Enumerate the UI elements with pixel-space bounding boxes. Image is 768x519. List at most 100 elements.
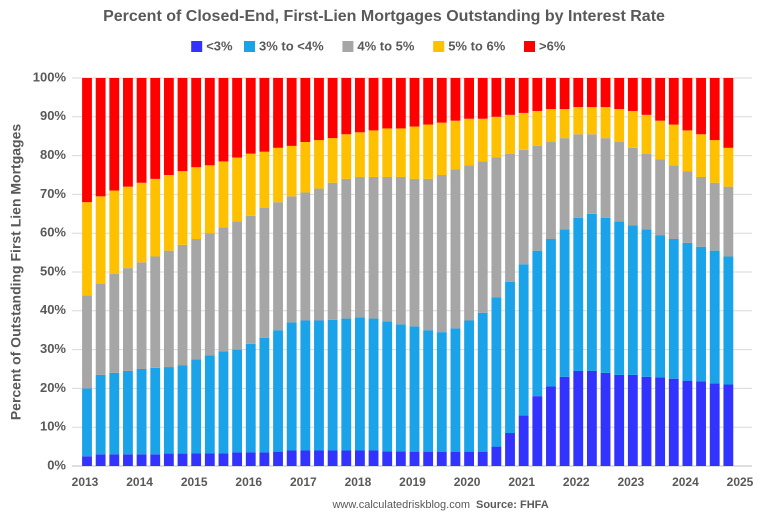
bar-segment xyxy=(668,78,679,125)
legend-swatch xyxy=(244,41,255,52)
bar-segment xyxy=(668,165,679,240)
bar-segment xyxy=(464,78,474,119)
bar-segment xyxy=(259,207,270,338)
bar-segment xyxy=(464,451,474,466)
bar-segment xyxy=(259,337,270,453)
bar-segment xyxy=(232,349,243,453)
bar-segment xyxy=(518,264,529,416)
bar-segment xyxy=(573,78,584,108)
bar-segment xyxy=(627,78,638,111)
legend-label: 5% to 6% xyxy=(448,38,506,53)
bar-segment xyxy=(491,78,502,117)
bar-segment xyxy=(723,384,734,466)
bar-segment xyxy=(641,78,652,115)
bar-segment xyxy=(327,138,338,183)
bar-segment xyxy=(436,332,447,452)
bar-segment xyxy=(191,359,202,454)
chart-title: Percent of Closed-End, First-Lien Mortga… xyxy=(103,8,665,25)
bar-segment xyxy=(423,178,434,331)
bar-segment xyxy=(259,452,270,466)
bar-segment xyxy=(259,78,270,152)
bar-segment xyxy=(559,376,570,466)
bar-segment xyxy=(627,225,638,375)
bar-segment xyxy=(682,242,693,381)
bar-segment xyxy=(163,367,174,454)
bar-segment xyxy=(109,454,120,466)
bar-segment xyxy=(204,165,215,234)
bar-segment xyxy=(163,453,174,466)
y-tick-label: 20% xyxy=(40,380,66,395)
bar-segment xyxy=(573,107,584,135)
bar-segment xyxy=(355,78,365,133)
bar-segment xyxy=(314,78,324,141)
bar-segment xyxy=(709,383,720,466)
bar-segment xyxy=(477,161,488,313)
bar-segment xyxy=(286,78,297,146)
bar-segment xyxy=(450,78,461,121)
bar-segment xyxy=(532,78,543,111)
bar-segment xyxy=(341,178,352,319)
bar-segment xyxy=(82,78,92,203)
bar-segment xyxy=(218,453,229,466)
y-tick-label: 40% xyxy=(40,302,66,317)
bar-segment xyxy=(450,120,461,170)
bar-segment xyxy=(696,246,706,382)
bar-segment xyxy=(232,221,243,350)
bar-segment xyxy=(450,169,461,329)
bar-segment xyxy=(341,450,352,466)
bar-segment xyxy=(423,330,434,452)
bar-segment xyxy=(423,124,434,179)
bar-segment xyxy=(368,176,379,319)
bar-segment xyxy=(423,451,434,466)
bar-segment xyxy=(573,370,584,466)
bar-segment xyxy=(341,134,352,179)
bar-segment xyxy=(273,78,283,148)
bar-segment xyxy=(655,78,666,121)
y-tick-label: 90% xyxy=(40,108,66,123)
bar-segment xyxy=(259,151,270,208)
legend-label: <3% xyxy=(206,38,233,53)
bar-segment xyxy=(382,78,393,129)
bar-segment xyxy=(177,453,188,466)
bar-segment xyxy=(559,109,570,139)
bar-segment xyxy=(232,157,243,222)
bar-segment xyxy=(150,367,161,455)
bar-segment xyxy=(327,450,338,466)
bar-segment xyxy=(573,134,584,218)
bar-segment xyxy=(368,318,379,451)
legend-swatch xyxy=(342,41,354,52)
bar-segment xyxy=(123,268,133,371)
bar-segment xyxy=(505,281,515,434)
bar-segment xyxy=(355,132,365,177)
bar-segment xyxy=(218,227,229,352)
bar-segment xyxy=(518,78,529,113)
bar-segment xyxy=(655,235,666,378)
bar-segment xyxy=(709,250,720,384)
bar-segment xyxy=(109,190,120,274)
y-tick-label: 60% xyxy=(40,225,66,240)
x-tick-label: 2017 xyxy=(290,475,317,489)
bar-segment xyxy=(600,78,611,108)
bar-segment xyxy=(273,202,283,331)
bar-segment xyxy=(477,312,488,452)
bar-segment xyxy=(491,297,502,447)
bar-segment xyxy=(95,196,106,284)
bar-segment xyxy=(600,107,611,139)
bar-segment xyxy=(600,138,611,218)
bar-segment xyxy=(505,78,515,115)
bar-segment xyxy=(191,167,202,240)
bar-segment xyxy=(409,451,420,466)
bar-segment xyxy=(546,142,556,240)
bar-segment xyxy=(505,114,515,154)
bar-segment xyxy=(136,78,147,183)
bar-segment xyxy=(614,78,625,110)
x-tick-label: 2020 xyxy=(454,475,481,489)
bar-segment xyxy=(586,370,597,466)
bar-segment xyxy=(204,453,215,466)
bar-segment xyxy=(191,239,202,360)
bar-segment xyxy=(327,182,338,320)
bar-segment xyxy=(423,78,434,125)
bar-segment xyxy=(123,186,133,269)
bar-segment xyxy=(177,244,188,366)
bar-segment xyxy=(368,78,379,131)
